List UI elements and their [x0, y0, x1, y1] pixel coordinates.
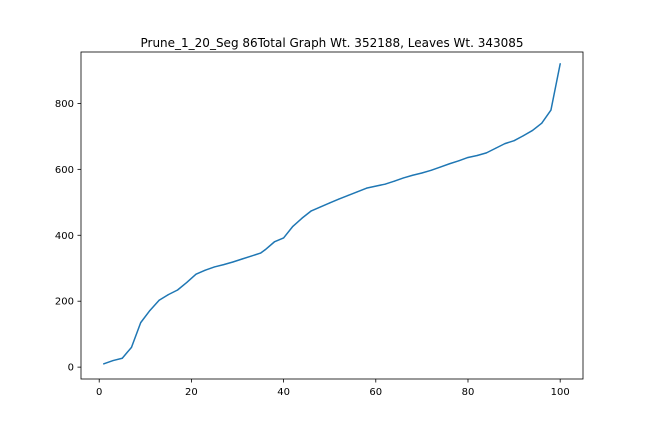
data-point — [559, 63, 561, 65]
data-point — [112, 359, 114, 362]
data-point — [430, 169, 432, 171]
y-tick-label: 400 — [55, 231, 74, 242]
data-point — [495, 147, 497, 149]
data-point — [541, 122, 543, 124]
data-point — [522, 135, 524, 137]
data-point — [412, 174, 414, 176]
series-layer — [103, 63, 561, 365]
data-point — [347, 194, 349, 196]
data-point — [259, 252, 262, 254]
data-point — [513, 140, 515, 142]
data-point — [319, 206, 322, 208]
x-tick-label: 60 — [369, 387, 382, 398]
data-point — [375, 185, 377, 187]
x-tick-label: 40 — [277, 387, 290, 398]
data-point — [338, 198, 340, 200]
data-point — [310, 210, 312, 212]
plot-frame — [80, 51, 584, 380]
data-point — [158, 299, 160, 301]
data-point — [421, 172, 423, 174]
data-point — [531, 129, 534, 132]
data-point — [402, 177, 405, 179]
data-point — [485, 152, 488, 154]
data-point — [264, 249, 266, 251]
x-tick-label: 100 — [551, 387, 570, 398]
y-tick-label: 600 — [55, 165, 74, 176]
data-point — [393, 180, 395, 182]
data-point — [467, 156, 469, 159]
series-line — [103, 63, 561, 365]
data-point — [232, 261, 234, 263]
data-point — [458, 160, 460, 162]
data-point — [213, 266, 216, 268]
x-tick-label: 0 — [96, 387, 102, 398]
data-point — [140, 322, 142, 324]
data-point — [329, 202, 331, 204]
data-point — [241, 258, 243, 260]
y-tick-label: 200 — [55, 297, 74, 308]
data-point — [121, 357, 123, 359]
data-point — [130, 346, 133, 348]
data-point — [186, 281, 188, 284]
data-point — [356, 191, 358, 193]
data-point — [439, 166, 441, 168]
data-point — [223, 264, 225, 266]
data-point — [448, 163, 451, 165]
data-point — [550, 109, 552, 111]
data-point — [204, 269, 206, 271]
data-point — [384, 183, 386, 185]
axis-ticks: 0 20 40 60 80 100 0 200 400 600 800 — [55, 99, 570, 398]
x-tick-label: 80 — [462, 387, 475, 398]
y-tick-label: 800 — [55, 99, 74, 110]
data-point — [476, 154, 478, 157]
data-point — [365, 187, 368, 189]
data-point — [283, 237, 285, 239]
data-point — [149, 309, 151, 312]
data-point — [301, 217, 303, 219]
data-point — [250, 255, 252, 257]
chart-title: Prune_1_20_Seg 86Total Graph Wt. 352188,… — [140, 36, 523, 50]
data-point — [167, 294, 169, 296]
data-point — [504, 143, 506, 145]
y-tick-label: 0 — [68, 363, 74, 374]
x-tick-label: 20 — [185, 387, 198, 398]
data-point — [273, 241, 275, 243]
data-point — [103, 363, 105, 365]
data-point — [195, 273, 197, 275]
data-point — [292, 225, 294, 227]
data-point — [176, 289, 179, 291]
